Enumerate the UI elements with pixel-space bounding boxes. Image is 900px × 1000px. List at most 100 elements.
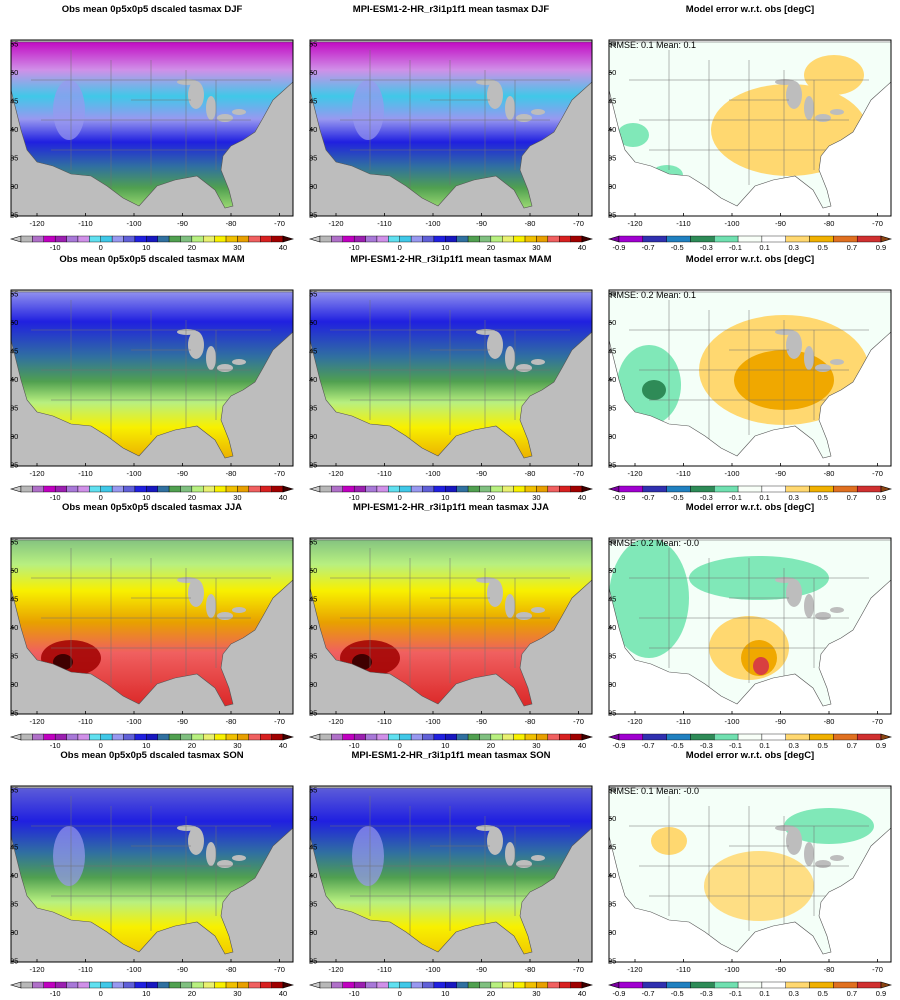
- lat-tick-label: 35: [309, 652, 317, 661]
- colorbar-swatch: [54, 733, 67, 741]
- colorbar-swatch: [410, 733, 423, 741]
- lat-tick-label: 30: [309, 680, 317, 689]
- colorbar-swatch: [191, 733, 204, 741]
- colorbar-label: 10: [142, 493, 150, 502]
- colorbar: -0.9 -0.7 -0.5 -0.3 -0.1 0.1 0.3 0.5 0.7 0.9: [607, 235, 893, 252]
- lat-tick-label: 30: [608, 680, 616, 689]
- lake: [217, 114, 233, 122]
- colorbar-swatch: [399, 485, 412, 493]
- colorbar-swatch: [20, 733, 33, 741]
- colorbar: -10 0 10 20 30 40: [308, 485, 594, 502]
- colorbar-label: -0.7: [642, 989, 655, 998]
- lake: [830, 607, 844, 613]
- lat-tick-label: 50: [309, 318, 317, 327]
- colorbar-swatch: [570, 485, 583, 493]
- colorbar-swatch: [54, 981, 67, 989]
- lake: [815, 364, 831, 372]
- colorbar-swatch: [203, 235, 215, 243]
- lat-tick-label: 50: [608, 68, 616, 77]
- lake: [531, 855, 545, 861]
- map-frame: [10, 785, 294, 963]
- colorbar-swatch: [214, 733, 227, 741]
- colorbar-swatch: [111, 235, 124, 243]
- colorbar-arrow-left: [308, 485, 321, 493]
- colorbar-swatch: [502, 485, 514, 493]
- colorbar-label: 20: [487, 989, 495, 998]
- colorbar-swatch: [467, 733, 480, 741]
- colorbar-label: 0: [99, 741, 103, 750]
- lake: [188, 81, 204, 109]
- colorbar-swatch: [77, 235, 90, 243]
- lat-tick-label: 40: [608, 125, 616, 134]
- colorbar-swatch: [761, 733, 786, 741]
- colorbar-swatch: [319, 733, 332, 741]
- colorbar-swatch: [399, 235, 412, 243]
- lon-tick-label: -90: [775, 219, 786, 228]
- colorbar-label: 0.9: [876, 243, 886, 252]
- state-borders: [629, 300, 869, 440]
- lake: [775, 329, 795, 335]
- lon-tick-label: -100: [126, 717, 141, 726]
- colorbar-label: -0.7: [642, 493, 655, 502]
- colorbar-swatch: [479, 485, 492, 493]
- lat-tick-label: 55: [10, 40, 18, 49]
- colorbar-swatch: [225, 981, 238, 989]
- lake: [815, 114, 831, 122]
- colorbar-swatch: [690, 733, 715, 741]
- colorbar-label: 10: [142, 741, 150, 750]
- colorbar-swatch: [513, 981, 526, 989]
- lon-tick-label: -110: [78, 219, 92, 228]
- lon-tick-label: -100: [724, 469, 739, 478]
- lat-tick-label: 25: [608, 709, 616, 718]
- lat-tick-label: 45: [309, 347, 317, 356]
- panel-jja-error: Model error w.r.t. obs [degC] 55 50 45 40 35 3…: [607, 502, 893, 750]
- lake: [804, 594, 814, 618]
- lon-tick-label: -80: [226, 219, 237, 228]
- colorbar-swatch: [642, 733, 667, 741]
- colorbar-label: -10: [349, 741, 360, 750]
- lat-tick-label: 40: [10, 125, 18, 134]
- colorbar-label: 20: [188, 741, 196, 750]
- colorbar-arrow-right: [581, 485, 594, 493]
- colorbar-label: 0.3: [788, 493, 798, 502]
- colorbar-swatch: [809, 981, 834, 989]
- lat-tick-label: 35: [608, 900, 616, 909]
- panel-title: Model error w.r.t. obs [degC]: [686, 4, 814, 15]
- lon-tick-label: -100: [425, 219, 440, 228]
- colorbar-label: 0.1: [759, 741, 769, 750]
- colorbar-label: -0.7: [642, 243, 655, 252]
- colorbar-label: -0.9: [613, 989, 626, 998]
- colorbar-label: 0.7: [847, 493, 857, 502]
- colorbar-label: 0.5: [818, 741, 828, 750]
- lat-tick-label: 50: [10, 68, 18, 77]
- colorbar-swatch: [559, 235, 571, 243]
- colorbar-swatch: [32, 235, 44, 243]
- colorbar-swatch: [168, 235, 181, 243]
- lat-tick-label: 55: [309, 40, 317, 49]
- lake: [487, 81, 503, 109]
- lake: [206, 96, 216, 120]
- lake: [232, 607, 246, 613]
- lon-tick-label: -90: [775, 469, 786, 478]
- lon-tick-label: -120: [328, 469, 343, 478]
- colorbar-arrow-right: [581, 733, 594, 741]
- colorbar-swatch: [642, 235, 667, 243]
- colorbar-swatch: [225, 235, 238, 243]
- colorbar-swatch: [502, 981, 514, 989]
- lake: [531, 607, 545, 613]
- colorbar-swatch: [146, 733, 158, 741]
- colorbar-label: 0: [398, 243, 402, 252]
- state-borders: [31, 50, 271, 190]
- lake: [177, 577, 197, 583]
- colorbar-swatch: [536, 733, 549, 741]
- lake: [217, 364, 233, 372]
- colorbar-swatch: [388, 733, 400, 741]
- lat-tick-label: 55: [309, 538, 317, 547]
- colorbar-swatch: [237, 981, 250, 989]
- lon-tick-label: -70: [274, 469, 285, 478]
- lon-tick-label: -90: [476, 469, 487, 478]
- colorbar-swatch: [399, 981, 412, 989]
- colorbar-label: 40: [279, 989, 287, 998]
- colorbar-swatch: [331, 485, 343, 493]
